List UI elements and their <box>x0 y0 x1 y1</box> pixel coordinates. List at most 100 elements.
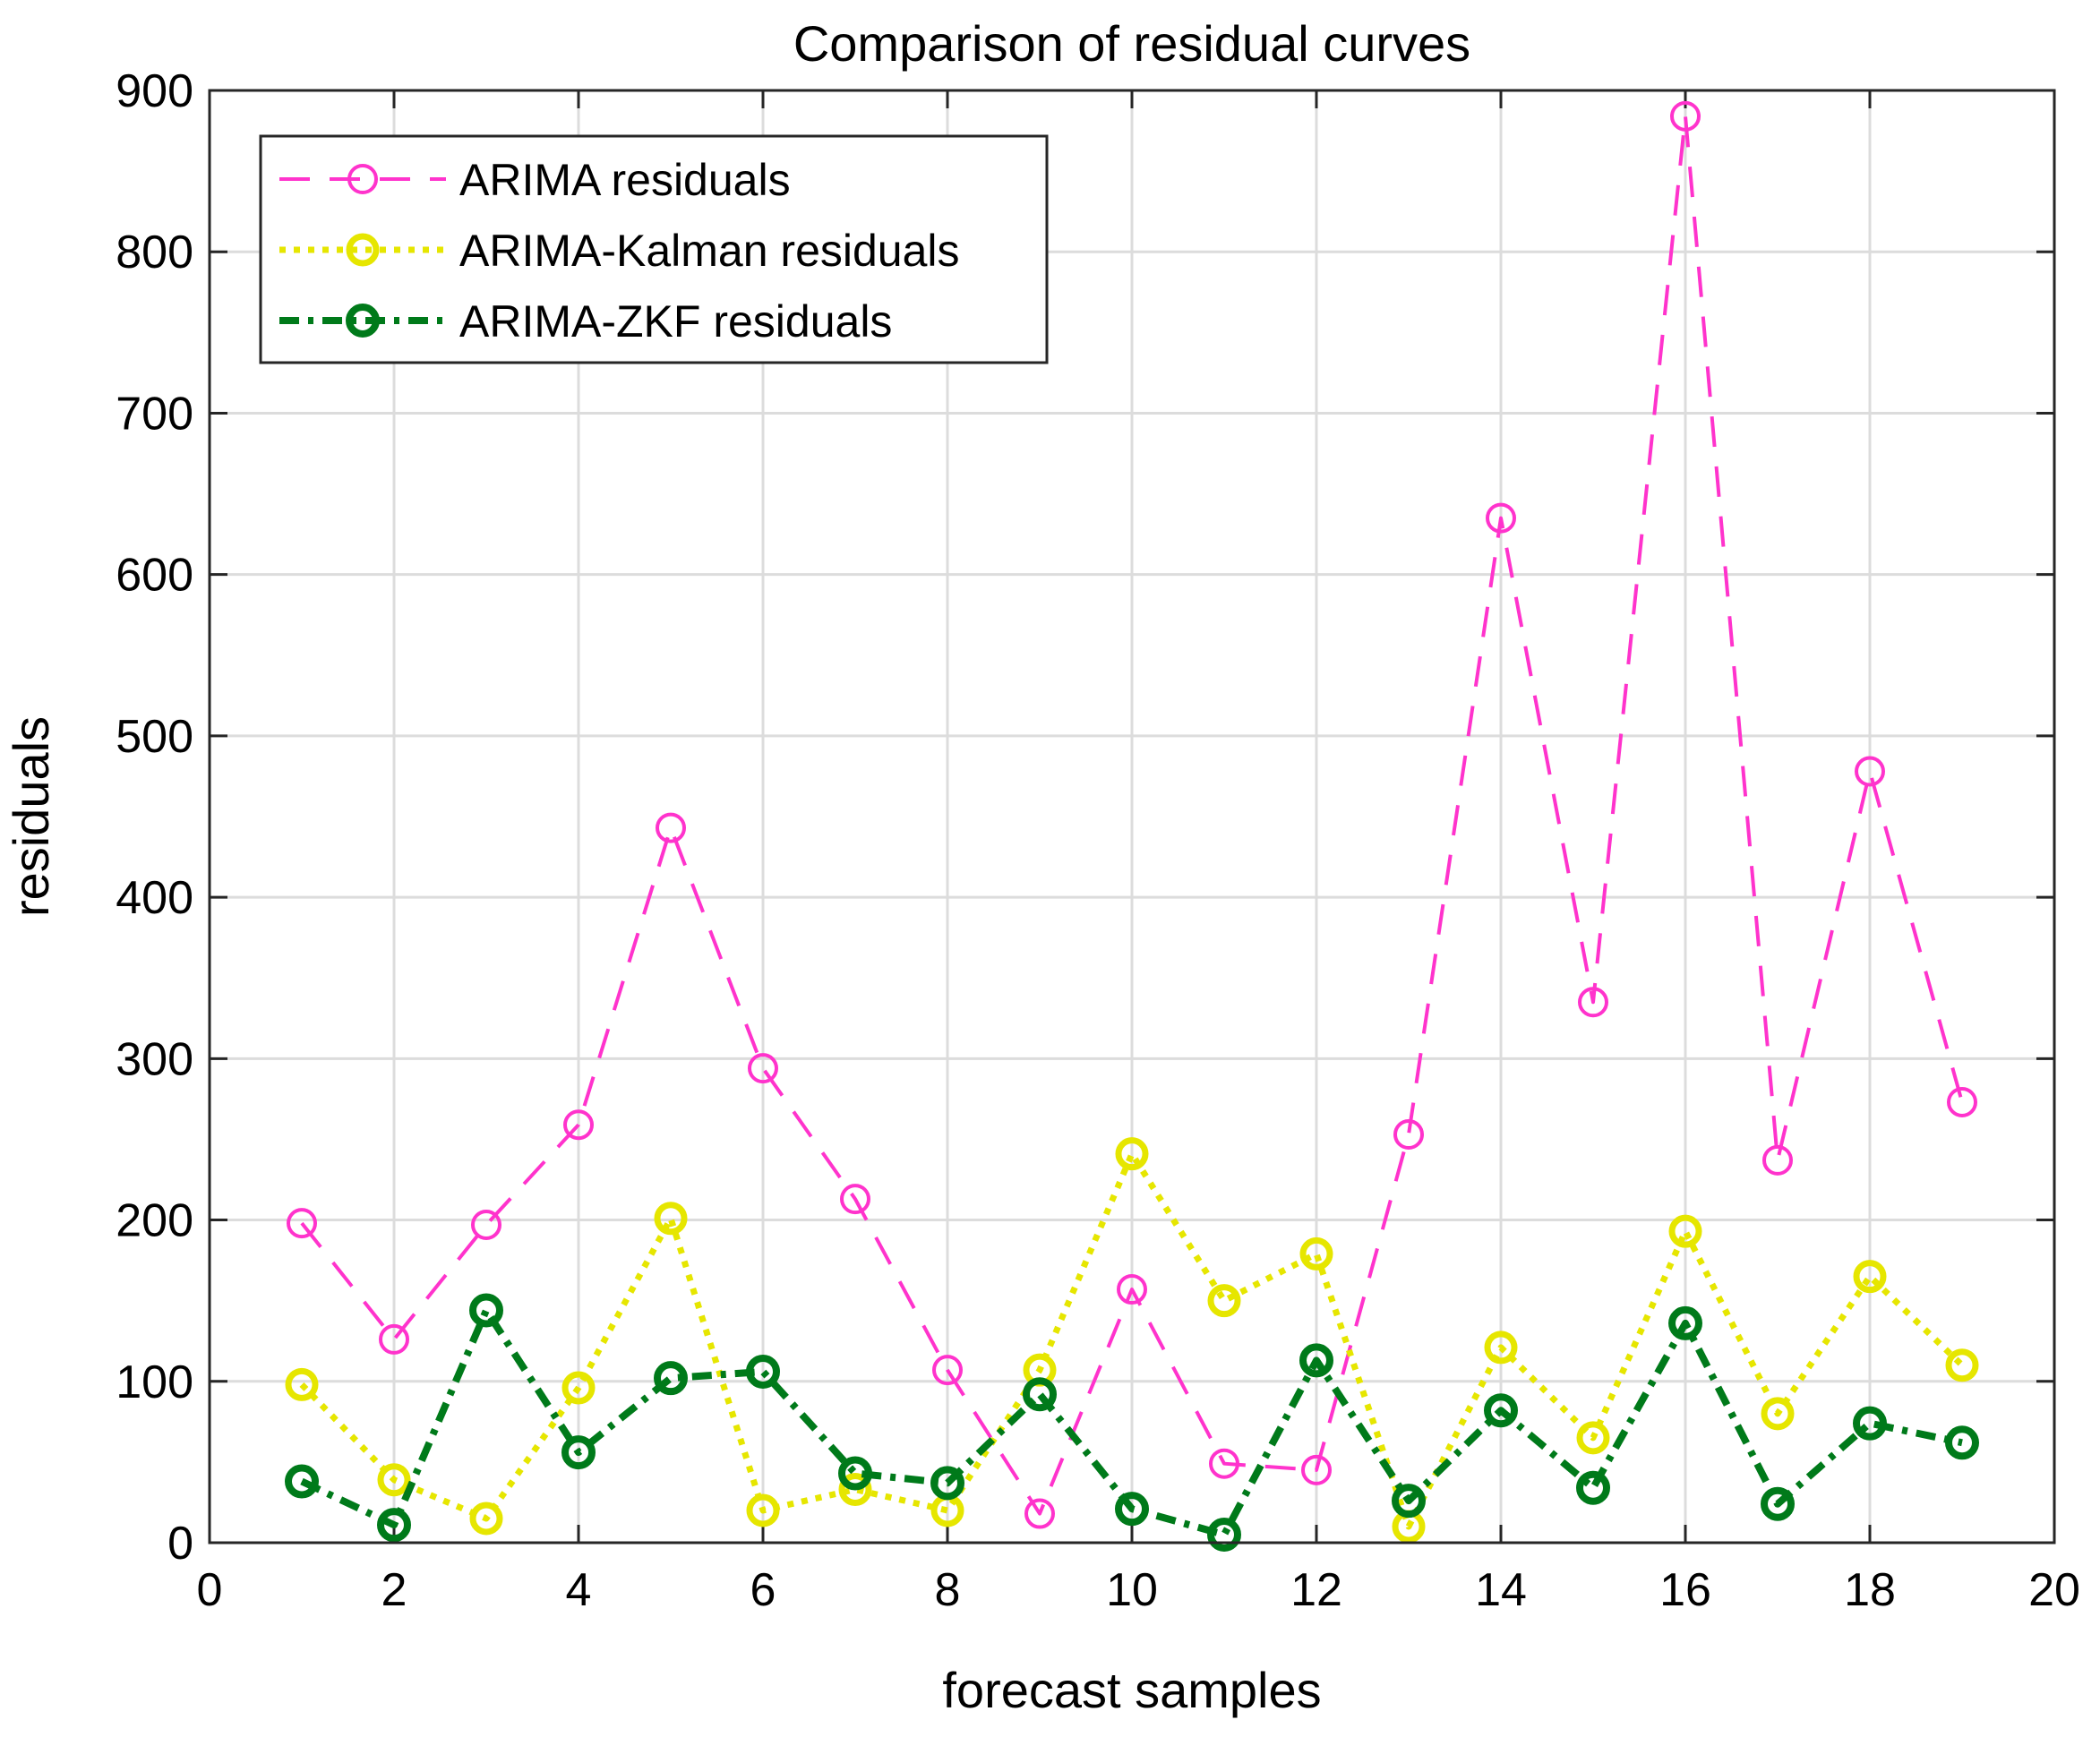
legend: ARIMA residuals ARIMA-Kalman residuals ARI… <box>259 134 1049 364</box>
data-point <box>1576 1470 1610 1505</box>
legend-marker <box>347 164 378 194</box>
legend-entries: ARIMA residuals ARIMA-Kalman residuals ARI… <box>279 155 960 347</box>
y-tick-label: 900 <box>116 65 193 117</box>
series-layer <box>285 100 1979 1552</box>
data-point <box>469 1293 503 1328</box>
series-1 <box>287 100 1977 1529</box>
data-point <box>561 1435 596 1470</box>
y-tick-label: 700 <box>116 388 193 440</box>
data-point <box>287 1208 317 1239</box>
data-point <box>1207 1284 1241 1318</box>
data-point <box>469 1502 503 1536</box>
data-point <box>1761 1486 1795 1521</box>
y-tick-label: 300 <box>116 1033 193 1085</box>
x-axis-label: forecast samples <box>942 1662 1321 1718</box>
x-tick-label: 12 <box>1290 1564 1342 1616</box>
data-point <box>1576 1421 1610 1455</box>
data-point <box>1484 1393 1518 1428</box>
data-point <box>1393 1119 1424 1151</box>
y-tick-label: 500 <box>116 711 193 763</box>
legend-label: ARIMA residuals <box>459 155 791 205</box>
data-point <box>746 1354 780 1389</box>
data-point <box>656 812 686 843</box>
x-tick-labels: 0 2 4 6 8 10 12 14 16 18 20 <box>197 1564 2080 1616</box>
y-axis-label: residuals <box>3 716 59 917</box>
x-tick-label: 8 <box>935 1564 961 1616</box>
series-3 <box>285 1293 1979 1552</box>
data-point <box>1761 1397 1795 1431</box>
y-tick-label: 400 <box>116 872 193 924</box>
data-point <box>1853 1406 1887 1441</box>
data-point <box>1207 1517 1241 1552</box>
data-point <box>379 1323 409 1355</box>
data-point <box>1670 100 1701 132</box>
data-point <box>1945 1348 1979 1382</box>
data-point <box>1668 1305 1702 1340</box>
data-point <box>1301 1454 1332 1485</box>
data-point <box>1023 1377 1057 1412</box>
legend-label: ARIMA-ZKF residuals <box>459 296 892 347</box>
data-point <box>1486 502 1516 534</box>
legend-label: ARIMA-Kalman residuals <box>459 226 960 276</box>
x-tick-label: 2 <box>381 1564 407 1616</box>
data-point <box>285 1464 319 1499</box>
data-point <box>1115 1137 1149 1171</box>
data-point <box>1853 1260 1887 1294</box>
series-line <box>299 1151 1965 1530</box>
data-point <box>746 1493 780 1527</box>
data-point <box>1578 987 1608 1018</box>
grid-lines <box>210 90 2054 1543</box>
data-point <box>654 1361 688 1396</box>
data-point <box>471 1209 501 1240</box>
legend-entry: ARIMA residuals <box>279 155 791 205</box>
x-tick-label: 4 <box>566 1564 592 1616</box>
data-point <box>1392 1484 1426 1519</box>
series-line <box>300 1306 1963 1538</box>
data-point <box>654 1202 688 1236</box>
data-point <box>932 1355 963 1386</box>
x-tick-label: 20 <box>2028 1564 2080 1616</box>
data-point <box>1945 1425 1979 1460</box>
data-point <box>1484 1331 1518 1365</box>
data-point <box>1117 1274 1147 1305</box>
data-point <box>840 1184 870 1215</box>
y-tick-label: 0 <box>167 1518 193 1570</box>
x-tick-label: 0 <box>197 1564 223 1616</box>
series-line <box>300 114 1964 1516</box>
data-point <box>930 1466 964 1501</box>
data-point <box>1947 1086 1977 1117</box>
legend-entry: ARIMA-ZKF residuals <box>279 296 892 347</box>
data-point <box>377 1463 411 1497</box>
data-point <box>1299 1236 1333 1271</box>
x-tick-label: 6 <box>750 1564 776 1616</box>
legend-box <box>259 134 1049 364</box>
data-point <box>1855 756 1885 787</box>
data-point <box>1668 1214 1702 1248</box>
data-point <box>748 1053 778 1084</box>
data-point <box>1115 1492 1149 1527</box>
data-point <box>1299 1343 1333 1378</box>
y-tick-label: 200 <box>116 1195 193 1247</box>
data-point <box>1762 1144 1793 1176</box>
x-tick-label: 18 <box>1844 1564 1896 1616</box>
x-tick-label: 14 <box>1475 1564 1527 1616</box>
chart-title: Comparison of residual curves <box>793 15 1470 72</box>
x-tick-label: 16 <box>1659 1564 1711 1616</box>
legend-marker <box>346 233 380 267</box>
x-tick-label: 10 <box>1106 1564 1158 1616</box>
y-tick-labels: 0 100 200 300 400 500 600 700 800 900 <box>116 65 193 1570</box>
legend-entry: ARIMA-Kalman residuals <box>279 226 960 276</box>
legend-marker <box>346 304 380 338</box>
data-point <box>838 1456 872 1491</box>
data-point <box>1024 1498 1055 1529</box>
plot-frame <box>208 89 2056 1544</box>
y-tick-label: 100 <box>116 1356 193 1408</box>
data-point <box>377 1508 411 1543</box>
data-point <box>285 1367 319 1401</box>
y-tick-label: 600 <box>116 550 193 602</box>
y-tick-label: 800 <box>116 227 193 278</box>
data-point <box>563 1109 594 1141</box>
data-point <box>838 1473 872 1507</box>
data-point <box>561 1371 596 1405</box>
